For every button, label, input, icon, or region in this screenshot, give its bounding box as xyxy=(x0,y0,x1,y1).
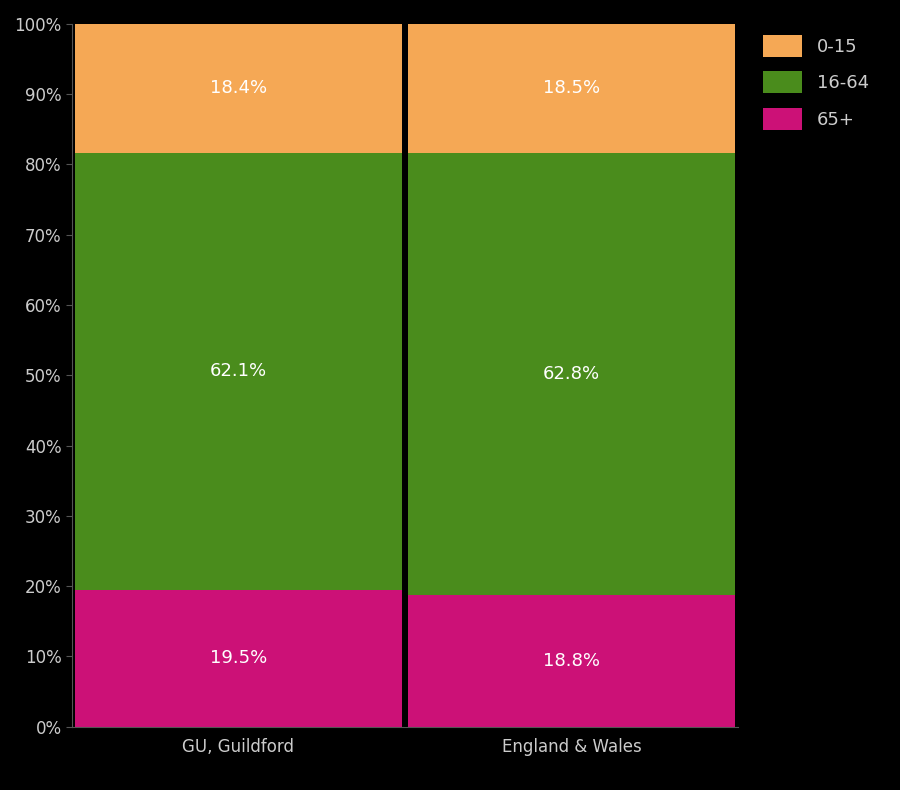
Bar xyxy=(409,23,734,153)
Bar xyxy=(76,589,401,727)
Bar xyxy=(409,153,734,595)
Bar xyxy=(76,24,401,153)
Text: 18.8%: 18.8% xyxy=(543,652,600,670)
Bar xyxy=(76,153,401,589)
Bar xyxy=(409,595,734,727)
Text: 18.5%: 18.5% xyxy=(543,79,600,97)
Legend: 0-15, 16-64, 65+: 0-15, 16-64, 65+ xyxy=(753,26,878,139)
Text: 62.8%: 62.8% xyxy=(543,365,600,383)
Text: 18.4%: 18.4% xyxy=(210,79,267,97)
Text: 19.5%: 19.5% xyxy=(210,649,267,668)
Text: 62.1%: 62.1% xyxy=(210,363,267,380)
